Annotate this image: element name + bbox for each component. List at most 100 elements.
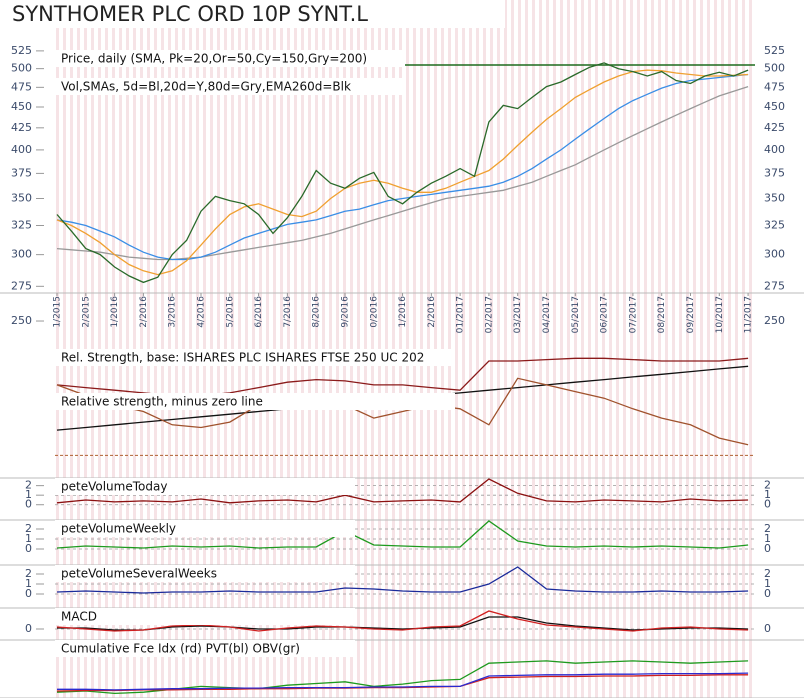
label-box: [55, 520, 355, 537]
x-tick-label: 01/2017: [456, 296, 466, 333]
x-tick-label: 10/2017: [715, 296, 725, 333]
panel-label: MACD: [61, 610, 97, 624]
panel-label: Cumulative Fce Idx (rd) PVT(bl) OBV(gr): [61, 642, 300, 656]
x-tick-label: 2/2016: [139, 296, 149, 328]
x-tick-label: 02/2017: [484, 296, 494, 333]
x-tick-label: 1/2016: [398, 296, 408, 328]
y-tick-label-left: 325: [11, 218, 32, 231]
x-tick-label: 3/2016: [168, 296, 178, 328]
y-tick-label-left: 450: [11, 100, 32, 113]
x-tick-label: 9/2016: [340, 296, 350, 328]
x-tick-label: 2/2016: [427, 296, 437, 328]
y-tick-label-left: 0: [25, 587, 32, 600]
title-box: [0, 0, 505, 28]
y-tick-label-left: 500: [11, 62, 32, 75]
panel-label: Relative strength, minus zero line: [61, 395, 263, 409]
x-tick-label: 1/2016: [110, 296, 120, 328]
series-line: [56, 610, 749, 632]
y-tick-label-right: 1: [764, 577, 771, 590]
y-tick-label-right: 400: [764, 143, 785, 156]
y-tick-label-left: 0: [25, 622, 32, 635]
series-line: [56, 520, 749, 549]
y-tick-label-right: 450: [764, 100, 785, 113]
y-tick-label-left: 250: [11, 314, 32, 327]
x-tick-label: 4/2016: [196, 296, 206, 328]
series-line: [57, 672, 749, 691]
y-tick-label-right: 1: [764, 532, 771, 545]
panel-label: peteVolumeWeekly: [61, 522, 176, 536]
y-tick-label-right: 0: [764, 542, 771, 555]
y-tick-label-right: 2: [764, 567, 771, 580]
x-tick-label: 2/2015: [81, 296, 91, 328]
x-tick-label: 06/2017: [600, 296, 610, 333]
chart-title: SYNTHOMER PLC ORD 10P SYNT.L: [12, 2, 368, 26]
y-tick-label-right: 525: [764, 44, 785, 57]
label-box: [55, 608, 355, 625]
y-tick-label-right: 0: [764, 498, 771, 511]
label-box: [55, 565, 355, 582]
y-tick-label-left: 475: [11, 80, 32, 93]
y-tick-label-right: 425: [764, 121, 785, 134]
y-tick-label-right: 300: [764, 248, 785, 261]
y-tick-label-left: 425: [11, 121, 32, 134]
x-tick-label: 03/2017: [513, 296, 523, 333]
series-line: [56, 377, 749, 446]
y-tick-label-right: 350: [764, 192, 785, 205]
y-tick-label-right: 0: [764, 622, 771, 635]
y-tick-label-right: 475: [764, 80, 785, 93]
x-tick-label: 08/2017: [657, 296, 667, 333]
y-tick-label-right: 500: [764, 62, 785, 75]
x-tick-label: 04/2017: [542, 296, 552, 333]
y-tick-label-right: 250: [764, 314, 785, 327]
x-tick-label: 11/2017: [744, 296, 754, 333]
panel-label: peteVolumeToday: [61, 480, 167, 494]
x-tick-label: 09/2017: [686, 296, 696, 333]
panel-label: Vol,SMAs, 5d=Bl,20d=Y,80d=Gry,EMA260d=Bl…: [61, 80, 351, 94]
y-tick-label-right: 2: [764, 522, 771, 535]
label-box: [55, 78, 405, 95]
y-tick-label-left: 525: [11, 44, 32, 57]
x-tick-label: 8/2016: [312, 296, 322, 328]
y-tick-label-left: 2: [25, 479, 32, 492]
y-tick-label-left: 1: [25, 532, 32, 545]
y-tick-label-left: 1: [25, 488, 32, 501]
label-box: [55, 393, 455, 410]
panel-label: Price, daily (SMA, Pk=20,Or=50,Cy=150,Gr…: [61, 52, 367, 66]
y-tick-label-left: 1: [25, 577, 32, 590]
y-tick-label-left: 0: [25, 542, 32, 555]
x-tick-label: 1/2015: [53, 296, 63, 328]
y-tick-label-left: 400: [11, 143, 32, 156]
y-tick-label-right: 1: [764, 488, 771, 501]
label-box: [55, 50, 405, 67]
y-tick-label-left: 350: [11, 192, 32, 205]
y-tick-label-left: 375: [11, 166, 32, 179]
x-tick-label: 6/2016: [254, 296, 264, 328]
x-tick-label: 07/2017: [628, 296, 638, 333]
series-line: [56, 73, 749, 261]
series-line: [57, 616, 749, 631]
y-tick-label-right: 325: [764, 218, 785, 231]
label-box: [55, 640, 355, 657]
x-tick-label: 0/2016: [369, 296, 379, 328]
series-line: [56, 478, 749, 504]
panel-label: peteVolumeSeveralWeeks: [61, 567, 217, 581]
y-tick-label-left: 300: [11, 248, 32, 261]
y-tick-label-right: 375: [764, 166, 785, 179]
panel-label: Rel. Strength, base: ISHARES PLC ISHARES…: [61, 351, 424, 365]
y-tick-label-left: 2: [25, 567, 32, 580]
series-line: [56, 566, 749, 594]
y-tick-label-right: 275: [764, 279, 785, 292]
x-tick-label: 05/2017: [571, 296, 581, 333]
y-tick-label-right: 2: [764, 479, 771, 492]
label-box: [55, 349, 455, 366]
x-tick-label: 5/2016: [225, 296, 235, 328]
label-box: [55, 478, 355, 495]
y-tick-label-left: 275: [11, 279, 32, 292]
y-tick-label-left: 2: [25, 522, 32, 535]
y-tick-label-right: 0: [764, 587, 771, 600]
y-tick-label-left: 0: [25, 498, 32, 511]
series-line: [56, 62, 749, 284]
x-tick-label: 7/2016: [283, 296, 293, 328]
